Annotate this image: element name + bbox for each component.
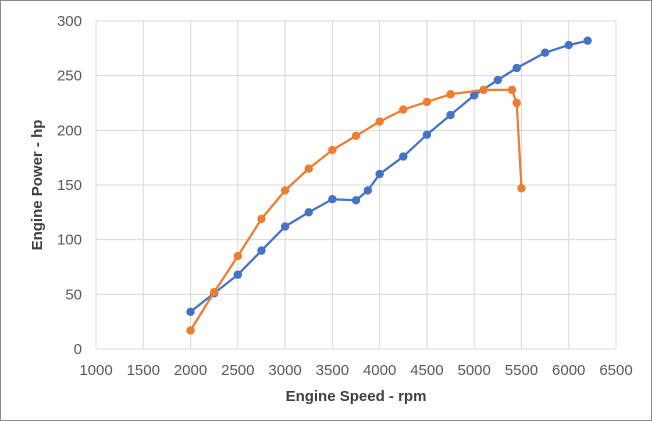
x-tick-label: 4500 [410,362,443,379]
data-point [540,48,550,57]
data-point [257,214,266,224]
data-point [328,195,337,204]
data-point [186,307,195,317]
data-point [233,251,243,261]
series-layer [186,36,592,335]
data-point [280,186,290,195]
data-point [280,222,290,231]
data-point [446,110,455,120]
x-tick-label: 5500 [505,362,538,379]
grid-layer [95,20,617,350]
x-tick-label: 5000 [457,362,490,379]
x-tick-label: 2500 [221,362,254,379]
x-tick-label: 6500 [599,362,632,379]
data-point [512,63,521,73]
data-point [517,184,526,193]
series-1 [186,36,592,317]
data-point [209,287,219,297]
data-point [351,196,361,205]
data-point [564,40,573,50]
x-tick-label: 3000 [268,362,301,379]
data-point [512,98,521,108]
data-point [399,105,408,114]
y-tick-label: 50 [65,286,82,303]
data-point [351,131,361,140]
y-tick-label: 250 [57,68,82,85]
series-line [189,39,588,313]
data-point [257,246,266,255]
y-tick-label: 0 [74,341,82,358]
data-point [507,85,517,95]
data-point [469,91,479,100]
data-point [583,36,592,45]
data-point [363,186,373,195]
axis-layer: 1000 1500 2000 2500 3000 3500 4000 4500 5000 5500… [57,13,633,379]
data-point [493,75,503,85]
x-tick-label: 3500 [316,362,349,379]
data-point [422,130,432,139]
data-point [304,208,313,217]
data-point [304,164,313,173]
data-point [186,326,195,335]
x-tick-label: 1500 [127,362,160,379]
data-point [446,90,455,99]
data-point [375,169,384,179]
data-point [422,97,432,107]
x-axis-title: Engine Speed - rpm [286,388,427,405]
data-point [233,270,243,279]
y-tick-label: 200 [57,122,82,139]
series-line [189,88,523,331]
x-tick-label: 4000 [363,362,396,379]
x-tick-label: 6000 [552,362,585,379]
data-point [328,145,337,155]
y-tick-label: 300 [57,13,82,30]
y-axis-title: Engine Power - hp [29,120,46,251]
data-point [399,152,408,161]
x-tick-label: 2000 [174,362,207,379]
series-2 [186,85,526,335]
y-tick-label: 150 [57,177,82,194]
data-point [375,117,384,126]
data-point [479,85,488,95]
x-tick-label: 1000 [79,362,112,379]
y-tick-label: 100 [57,232,82,249]
